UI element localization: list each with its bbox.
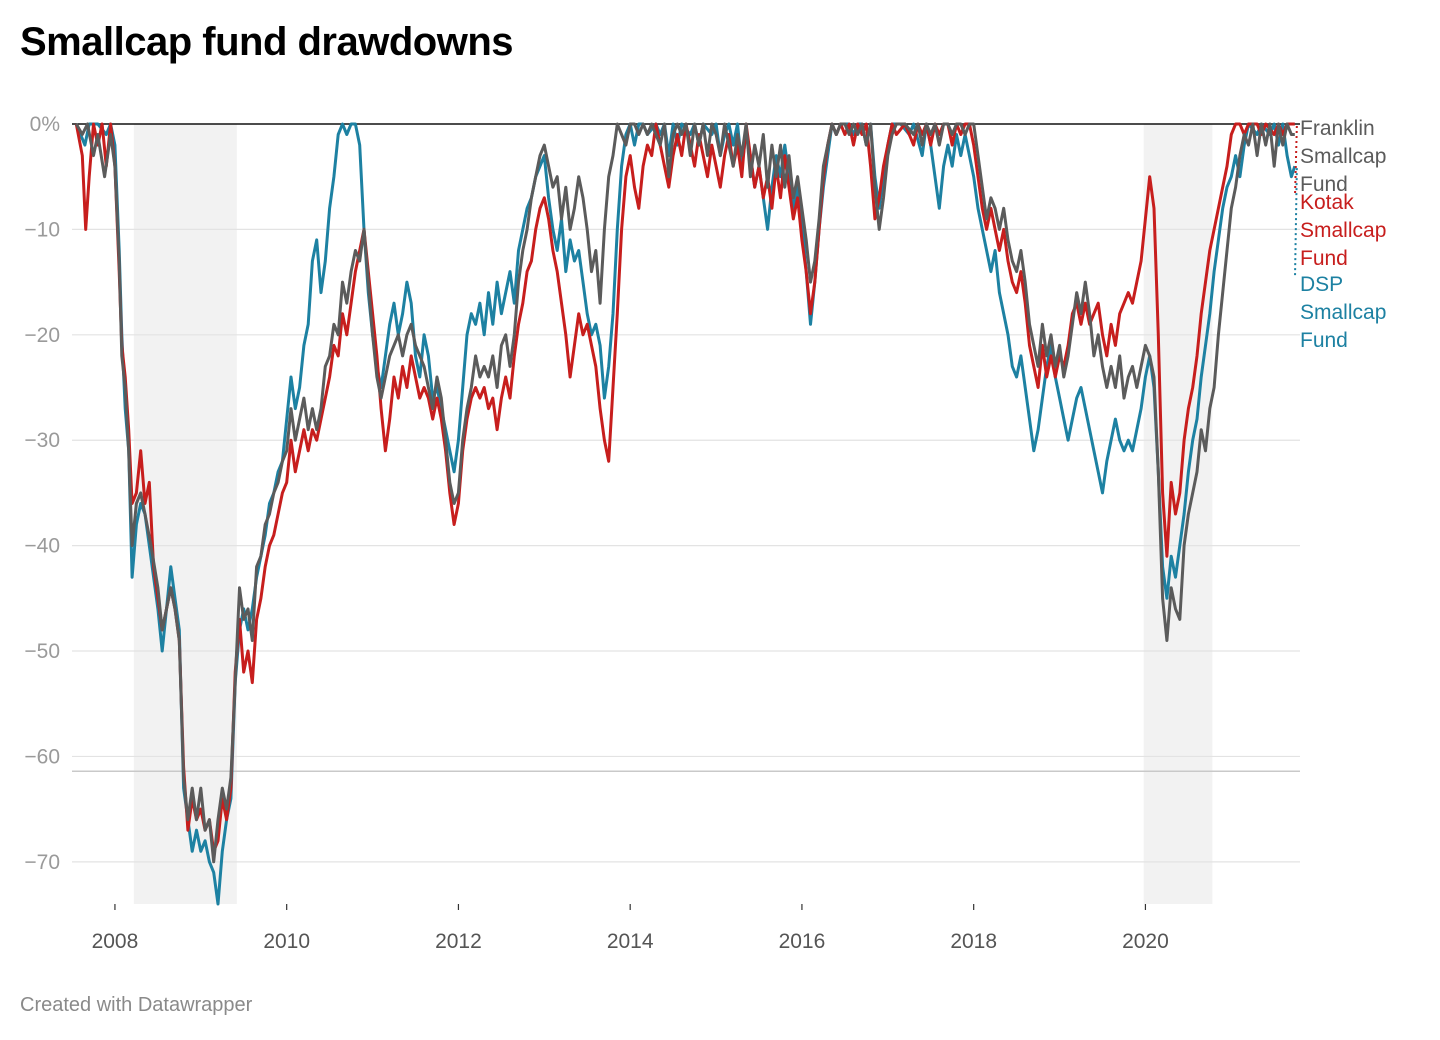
chart-title: Smallcap fund drawdowns (20, 20, 514, 64)
series-line-3 (74, 122, 1297, 906)
y-tick-label: −30 (24, 429, 60, 452)
series-label: Franklin (1300, 117, 1375, 140)
x-tick-label: 2020 (1122, 930, 1169, 953)
series-lines (74, 122, 1297, 906)
shaded-periods (133, 124, 1213, 904)
y-tick-label: −50 (24, 640, 60, 663)
series-label: Smallcap (1300, 301, 1386, 324)
y-tick-label: −20 (24, 324, 60, 347)
y-tick-label: −70 (24, 851, 60, 874)
y-axis-ticks: 0% −10 −20 −30 −40 −50 −60 −70 (24, 113, 60, 874)
series-label: Fund (1300, 247, 1348, 270)
series-line-1 (74, 122, 1295, 864)
credit-footer: Created with Datawrapper (20, 994, 253, 1016)
y-tick-label: 0% (30, 113, 60, 136)
series-line-2 (74, 122, 1295, 853)
y-tick-label: −40 (24, 535, 60, 558)
x-tick-label: 2008 (92, 930, 139, 953)
series-label: DSP (1300, 273, 1343, 296)
series-labels: FranklinSmallcapFundKotakSmallcapFundDSP… (1294, 117, 1386, 352)
series-label: Kotak (1300, 191, 1354, 214)
gridlines (72, 123, 1300, 863)
y-tick-label: −60 (24, 745, 60, 768)
x-tick-label: 2014 (607, 930, 654, 953)
x-tick-label: 2010 (263, 930, 310, 953)
x-axis-ticks: 2008 2010 2012 2014 2016 2018 2020 (92, 904, 1169, 953)
y-tick-label: −10 (24, 218, 60, 241)
series-label: Smallcap (1300, 219, 1386, 242)
series-label: Smallcap (1300, 145, 1386, 168)
label-leader (1294, 168, 1298, 279)
series-label: Fund (1300, 173, 1348, 196)
x-tick-label: 2018 (950, 930, 997, 953)
series-label: Fund (1300, 329, 1348, 352)
x-tick-label: 2012 (435, 930, 482, 953)
label-leader (1294, 125, 1298, 197)
x-tick-label: 2016 (779, 930, 826, 953)
